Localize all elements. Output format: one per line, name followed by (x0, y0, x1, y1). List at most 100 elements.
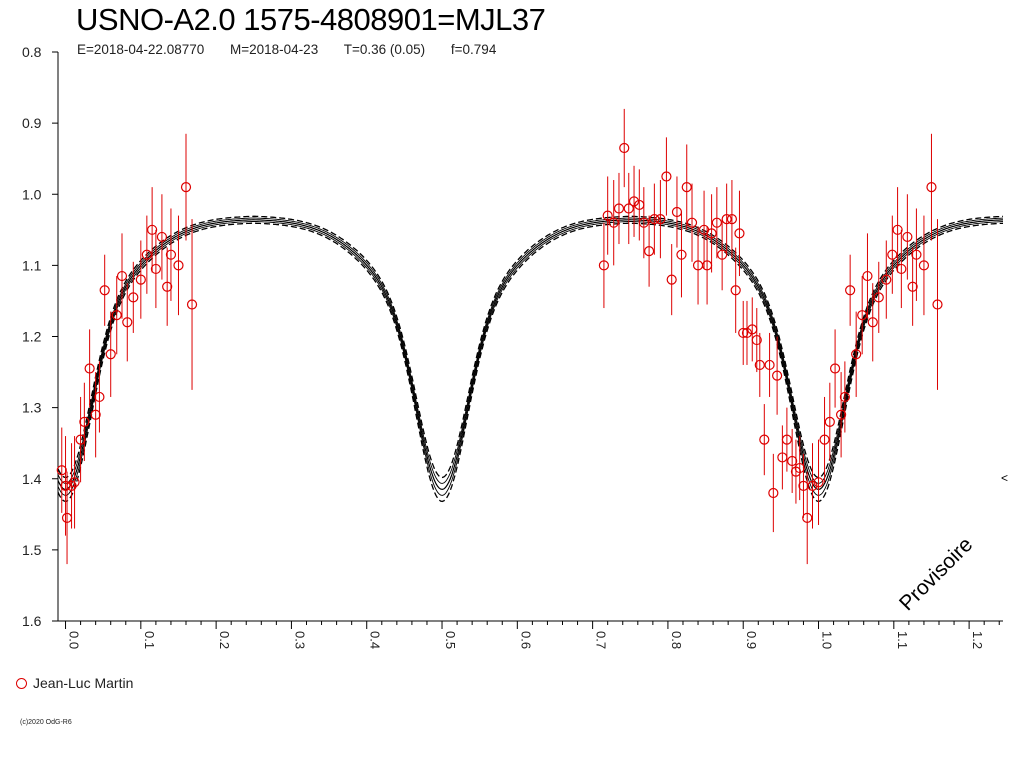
x-tick-label: 0.4 (368, 631, 383, 649)
y-tick-label: 1.2 (22, 329, 42, 345)
y-tick-label: 1.6 (22, 613, 42, 629)
data-point (701, 260, 713, 271)
data-point (60, 480, 71, 491)
data-point (887, 249, 898, 260)
data-point (747, 324, 758, 335)
y-tick-label: 1.3 (22, 400, 42, 416)
data-point (892, 224, 903, 235)
data-point (857, 310, 868, 321)
y-tick-label: 1.5 (22, 542, 42, 558)
y-tick-label: 1.1 (22, 257, 42, 273)
data-point (628, 196, 640, 207)
y-tick-label: 1.0 (22, 186, 42, 202)
data-point (69, 477, 80, 488)
data-point (99, 285, 110, 296)
x-tick-label: 1.2 (970, 631, 985, 649)
data-point (881, 274, 892, 285)
data-point (738, 327, 749, 339)
x-tick-label: 0.3 (292, 631, 307, 649)
data-point (706, 228, 717, 239)
data-point (759, 434, 770, 445)
x-tick-label: 0.9 (744, 631, 759, 649)
data-point (794, 462, 805, 474)
data-point (836, 409, 847, 420)
data-point (926, 182, 937, 193)
data-point (634, 199, 645, 211)
x-tick-label: 0.7 (594, 631, 609, 649)
data-point (666, 274, 677, 285)
data-point (105, 349, 116, 360)
data-point (135, 274, 146, 285)
data-point (902, 231, 913, 243)
data-point (75, 434, 86, 445)
data-point (829, 363, 841, 374)
data-point (686, 217, 698, 228)
model-curves (57, 215, 1004, 503)
legend-label: Jean-Luc Martin (33, 675, 134, 691)
epoch-label: E=2018-04-22.08770 (77, 42, 205, 57)
model-inner-bound (57, 217, 1004, 484)
data-point (655, 214, 666, 225)
data-point (851, 349, 862, 360)
data-point (726, 214, 738, 225)
data-point (845, 285, 856, 296)
data-point (681, 182, 692, 193)
x-tick-label: 0.2 (217, 631, 232, 649)
data-point (180, 182, 192, 193)
data-point (94, 391, 105, 403)
data-point (787, 455, 798, 467)
minimum-label: M=2018-04-23 (230, 42, 319, 57)
data-point (186, 299, 198, 310)
x-tick-label: 0.8 (669, 631, 684, 649)
data-point (165, 249, 177, 260)
data-point (141, 249, 152, 260)
x-tick-label: 0.1 (142, 631, 157, 649)
data-point (741, 327, 753, 339)
data-point (911, 249, 922, 260)
data-point (873, 292, 884, 303)
error-bars (61, 108, 938, 565)
data-point (619, 142, 630, 154)
data-point (79, 416, 90, 427)
data-point (162, 281, 173, 292)
data-point (84, 363, 95, 374)
data-point (907, 281, 918, 292)
data-point (623, 203, 634, 214)
data-point (932, 299, 943, 310)
chart-subtitle: E=2018-04-22.08770 M=2018-04-23 T=0.36 (… (77, 42, 518, 57)
y-tick-label: 1.4 (22, 471, 42, 487)
data-point (671, 206, 683, 218)
data-point (721, 214, 732, 225)
data-point (896, 263, 907, 275)
data-point (128, 292, 139, 303)
data-point (638, 217, 649, 228)
data-point (754, 359, 765, 371)
data-point (150, 263, 161, 275)
x-tick-label: 0.6 (518, 631, 533, 649)
data-point (111, 310, 122, 321)
data-point (116, 270, 128, 282)
data-point (790, 466, 802, 477)
data-point (613, 203, 625, 214)
data-point (717, 249, 728, 260)
data-point (598, 260, 610, 271)
x-tick-label: 1.1 (895, 631, 910, 649)
data-point (813, 477, 824, 488)
data-point (819, 434, 830, 445)
axes: 0.8 0.9 1.0 1.1 1.2 1.3 1.4 1.5 1.6 0.0 0.1 0.2 0.3 0… (22, 44, 1003, 649)
data-point (839, 391, 850, 403)
copyright-notice: (c)2020 OdG-R6 (20, 719, 72, 726)
data-point (173, 260, 184, 271)
x-tick-label: 0.5 (443, 631, 458, 649)
data-point (602, 210, 613, 221)
data-point (730, 285, 741, 296)
x-tick-label: 0.0 (67, 631, 82, 649)
fill-label: f=0.794 (450, 42, 497, 57)
y-tick-label: 0.9 (22, 115, 42, 131)
model-lower-bound (57, 215, 1004, 479)
y-tick-label: 0.8 (22, 44, 42, 60)
data-point (862, 270, 873, 282)
data-point (824, 416, 835, 427)
data-point (781, 434, 792, 445)
data-point (918, 260, 930, 271)
